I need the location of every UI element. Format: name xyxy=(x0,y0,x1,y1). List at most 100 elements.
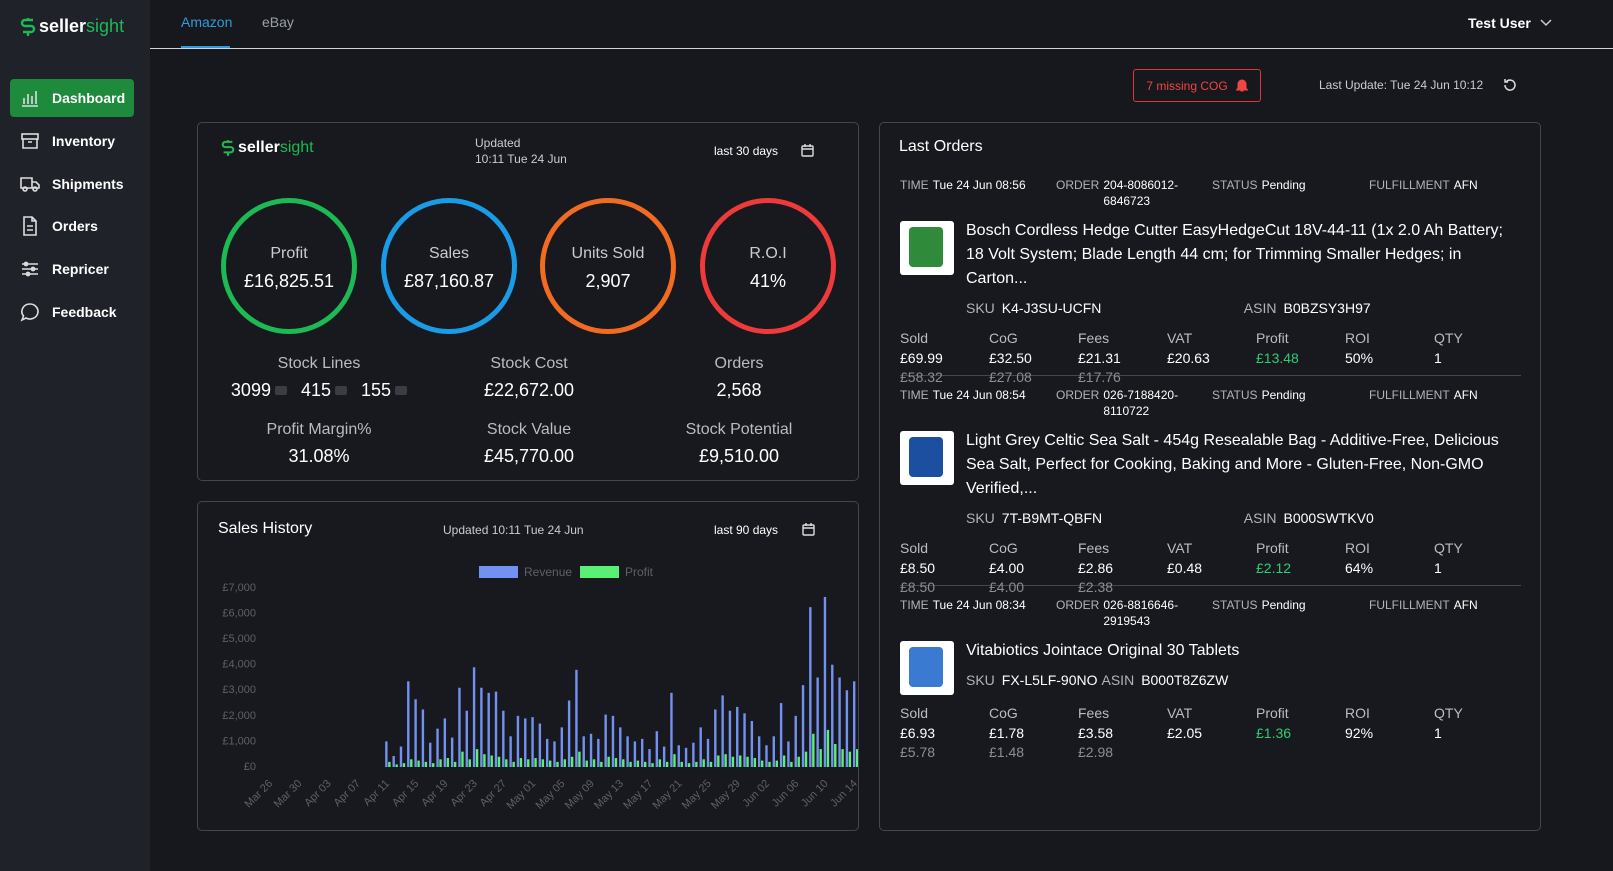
x-tick-label: Jun 02 xyxy=(740,778,772,810)
metric-value: £2.86 xyxy=(1078,559,1114,576)
product-title[interactable]: Vitabiotics Jointace Original 30 Tablets xyxy=(966,642,1240,659)
bar xyxy=(775,760,778,767)
stat-label: Stock Cost xyxy=(490,355,568,372)
bar xyxy=(472,667,476,767)
metric-value: £2.05 xyxy=(1167,724,1203,741)
bar xyxy=(570,756,574,767)
bar xyxy=(475,749,479,767)
y-tick-label: £3,000 xyxy=(222,684,256,696)
product-text: Bosch Cordless Hedge Cutter EasyHedgeCut… xyxy=(966,219,1521,320)
nav-item[interactable]: Shipments xyxy=(10,165,134,203)
kpi-label: Profit xyxy=(270,245,308,262)
meta-label: FULFILLMENT xyxy=(1369,178,1450,192)
nav-item[interactable]: Orders xyxy=(10,207,134,245)
bar xyxy=(450,737,454,767)
stock-line-icon xyxy=(395,385,408,395)
bar xyxy=(782,755,786,767)
bar xyxy=(531,717,534,767)
calendar-icon[interactable] xyxy=(801,144,814,157)
kpi-value: £87,160.87 xyxy=(403,271,495,291)
x-tick-label: May 25 xyxy=(680,778,714,812)
bar xyxy=(662,746,666,767)
nav-label: Inventory xyxy=(52,133,116,149)
bar xyxy=(853,681,856,767)
bar xyxy=(494,691,498,767)
nav-item[interactable]: Repricer xyxy=(10,250,134,288)
nav-item[interactable]: Inventory xyxy=(10,122,134,160)
asin-label: ASIN xyxy=(1101,672,1135,688)
bar xyxy=(636,760,640,767)
bar xyxy=(648,749,651,767)
nav-item[interactable]: Feedback xyxy=(10,293,134,331)
stat-value: £45,770.00 xyxy=(483,446,575,466)
kpi-value: 2,907 xyxy=(585,271,631,291)
product-image-shape xyxy=(909,227,943,267)
bar xyxy=(622,759,625,767)
metric-value: £1.36 xyxy=(1256,724,1292,741)
bar xyxy=(680,761,683,767)
product-title[interactable]: Bosch Cordless Hedge Cutter EasyHedgeCut… xyxy=(966,222,1503,287)
bar xyxy=(516,715,520,767)
bar xyxy=(446,758,450,767)
bar xyxy=(724,754,727,767)
bar xyxy=(388,761,391,767)
nav-item[interactable]: Dashboard xyxy=(10,79,134,117)
bar xyxy=(567,700,571,767)
metric: Profit £1.36 xyxy=(1256,704,1345,763)
bar xyxy=(534,758,537,767)
metric: Sold £69.99 £58.32 xyxy=(900,329,989,388)
meta-value: 026-8816646-2919543 xyxy=(1103,598,1179,628)
metric-label: CoG xyxy=(989,540,1018,556)
metric-label: Sold xyxy=(900,540,929,556)
bar xyxy=(765,745,768,767)
bar xyxy=(702,759,705,767)
calendar-icon[interactable] xyxy=(802,523,815,536)
bar xyxy=(502,710,505,767)
bar xyxy=(421,709,425,767)
stat: Stock Potential £9,510.00 xyxy=(629,420,849,466)
bar xyxy=(834,743,837,767)
user-menu[interactable]: Test User xyxy=(1468,15,1531,31)
metric: Fees £2.86 £2.38 xyxy=(1078,539,1167,598)
sku-value: K4-J3SU-UCFN xyxy=(1001,300,1102,316)
meta-value: Tue 24 Jun 08:56 xyxy=(932,178,1026,192)
bar xyxy=(468,759,471,767)
kpi-ring: Units Sold 2,907 xyxy=(540,198,676,334)
bar xyxy=(461,751,464,767)
card-title: Last Orders xyxy=(899,138,983,155)
meta-cell: TIME Tue 24 Jun 08:54 xyxy=(900,387,1056,419)
nav-label: Feedback xyxy=(52,304,117,320)
separator xyxy=(900,375,1521,376)
metric-value: 1 xyxy=(1434,349,1442,366)
tab[interactable]: eBay xyxy=(262,14,294,30)
meta-cell: TIME Tue 24 Jun 08:34 xyxy=(900,597,1056,629)
refresh-icon[interactable] xyxy=(1502,77,1518,93)
bar xyxy=(812,733,815,767)
bar xyxy=(483,754,486,767)
stat-label: Orders xyxy=(714,355,764,372)
bar xyxy=(410,759,413,767)
bar xyxy=(436,728,439,767)
meta-cell: STATUS Pending xyxy=(1212,597,1369,629)
tab[interactable]: Amazon xyxy=(181,14,233,30)
bar xyxy=(611,715,615,767)
metric-label: Sold xyxy=(900,705,929,721)
summary-card: seller sight Updated 10:11 Tue 24 Jun las… xyxy=(197,122,859,481)
bar xyxy=(797,756,800,767)
product-title[interactable]: Light Grey Celtic Sea Salt - 454g Reseal… xyxy=(966,432,1499,497)
brand-bold: seller xyxy=(39,16,87,36)
x-tick-label: Apr 07 xyxy=(331,778,362,809)
meta-label: ORDER xyxy=(1056,598,1100,612)
bar xyxy=(407,681,410,767)
kpi-label: Sales xyxy=(428,245,470,262)
metric: ROI 50% xyxy=(1345,329,1434,388)
range[interactable]: last 30 days xyxy=(714,144,779,158)
bar xyxy=(439,759,442,767)
meta-label: ORDER xyxy=(1056,388,1100,402)
tab-underline xyxy=(181,46,230,48)
range[interactable]: last 90 days xyxy=(714,523,779,537)
alert-button[interactable]: 7 missing COG xyxy=(1133,69,1261,102)
order-metrics: Sold £6.93 £5.78 CoG £1.78 £1.48 Fees £3.58 £2.9… xyxy=(900,704,1521,763)
product-text: Vitabiotics Jointace Original 30 Tablets… xyxy=(966,639,1521,695)
logo[interactable]: seller sight xyxy=(20,16,124,37)
